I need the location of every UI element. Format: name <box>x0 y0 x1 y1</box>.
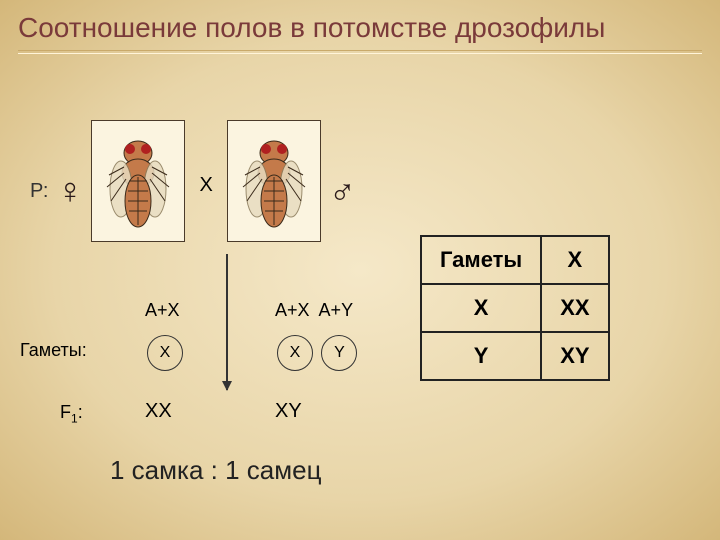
punnett-header: Гаметы <box>421 236 541 284</box>
page-title: Соотношение полов в потомстве дрозофилы <box>0 0 720 50</box>
ratio-text: 1 самка : 1 самец <box>110 455 321 486</box>
table-row: X XX <box>421 284 609 332</box>
table-row: Y XY <box>421 332 609 380</box>
title-underline <box>18 50 702 54</box>
gamete-circle: Y <box>321 335 357 371</box>
punnett-cell: XX <box>541 284 608 332</box>
punnett-cell: X <box>421 284 541 332</box>
p-label: Р: <box>30 180 48 203</box>
male-symbol: ♂ <box>329 170 356 212</box>
cross-arrow <box>226 254 228 390</box>
punnett-square: Гаметы X X XX Y XY <box>420 235 610 381</box>
cross-symbol: Х <box>199 174 212 197</box>
fly-female-box <box>91 120 185 242</box>
gamete-circle: X <box>277 335 313 371</box>
table-row: Гаметы X <box>421 236 609 284</box>
punnett-cell: Y <box>421 332 541 380</box>
female-symbol: ♀ <box>56 170 83 212</box>
gametes-label: Гаметы: <box>20 340 87 361</box>
female-genotype: A+X <box>145 300 180 321</box>
punnett-cell: XY <box>541 332 608 380</box>
male-gamete-y: A+Y <box>319 300 354 320</box>
male-genotype: A+X A+Y <box>275 300 353 321</box>
fly-male-box <box>227 120 321 242</box>
f1-label: F1: <box>60 402 83 426</box>
fly-icon <box>235 131 313 231</box>
parent-row: Р: ♀ Х <box>30 130 356 252</box>
female-gamete-circle-wrap: X <box>145 335 185 371</box>
punnett-header: X <box>541 236 608 284</box>
male-gamete-circles-wrap: X Y <box>275 335 359 371</box>
gamete-circle: X <box>147 335 183 371</box>
male-gamete-x: A+X <box>275 300 310 320</box>
fly-icon <box>99 131 177 231</box>
f1-female: XX <box>145 400 172 423</box>
f1-male: XY <box>275 400 302 423</box>
